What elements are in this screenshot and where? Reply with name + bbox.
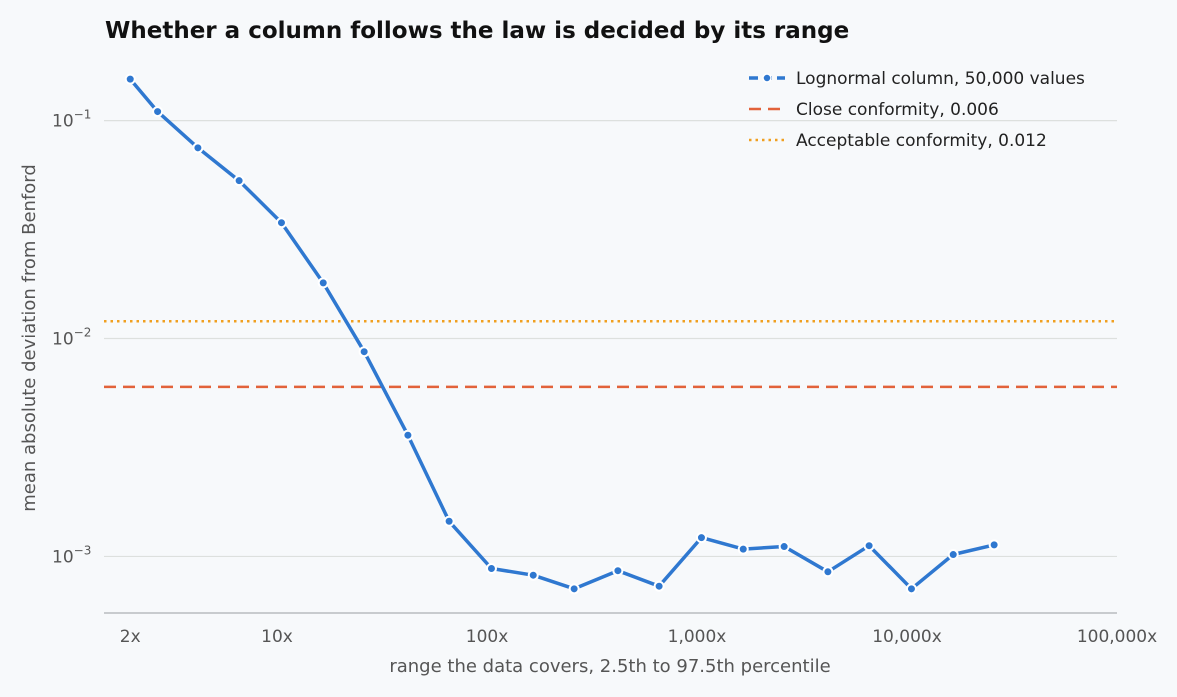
- data-point: [275, 217, 287, 229]
- reference-lines: [104, 320, 1117, 389]
- data-point: [317, 277, 329, 289]
- data-series: [124, 73, 1000, 595]
- x-tick-label: 100x: [466, 627, 509, 647]
- data-point: [612, 565, 624, 577]
- data-point: [863, 540, 875, 552]
- data-point: [192, 142, 204, 154]
- data-point: [402, 429, 414, 441]
- y-tick-label: 10−1: [52, 108, 91, 132]
- y-tick-label: 10−3: [52, 543, 91, 567]
- legend-label: Acceptable conformity, 0.012: [796, 131, 1047, 151]
- y-axis-label: mean absolute deviation from Benford: [19, 164, 40, 512]
- data-point: [152, 106, 164, 118]
- legend-label: Close conformity, 0.006: [796, 100, 999, 120]
- x-axis-label: range the data covers, 2.5th to 97.5th p…: [389, 656, 830, 677]
- data-point: [988, 539, 1000, 551]
- data-point: [233, 175, 245, 187]
- x-tick-label: 2x: [120, 627, 141, 647]
- y-axis-ticks: 10−1 10−2 10−3: [52, 108, 91, 568]
- grid: [104, 119, 1117, 558]
- series-line: [128, 77, 996, 591]
- data-point: [443, 515, 455, 527]
- x-tick-label: 100,000x: [1077, 627, 1157, 647]
- data-point: [695, 532, 707, 544]
- x-axis-ticks: 2x 10x 100x 1,000x 10,000x 100,000x: [120, 627, 1157, 647]
- data-point: [947, 549, 959, 561]
- x-tick-label: 1,000x: [668, 627, 727, 647]
- x-tick-label: 10,000x: [872, 627, 942, 647]
- data-point: [358, 346, 370, 358]
- x-tick-label: 10x: [261, 627, 293, 647]
- data-point: [905, 583, 917, 595]
- y-tick-label: 10−2: [52, 326, 91, 350]
- data-point: [737, 543, 749, 555]
- data-point: [653, 580, 665, 592]
- legend-label: Lognormal column, 50,000 values: [796, 69, 1085, 89]
- chart-title: Whether a column follows the law is deci…: [105, 18, 849, 44]
- legend: Lognormal column, 50,000 values Close con…: [749, 69, 1085, 151]
- data-point: [778, 541, 790, 553]
- data-point: [822, 566, 834, 578]
- data-point: [568, 583, 580, 595]
- data-point: [485, 563, 497, 575]
- data-point: [124, 73, 136, 85]
- data-point: [527, 569, 539, 581]
- legend-marker: [762, 73, 772, 83]
